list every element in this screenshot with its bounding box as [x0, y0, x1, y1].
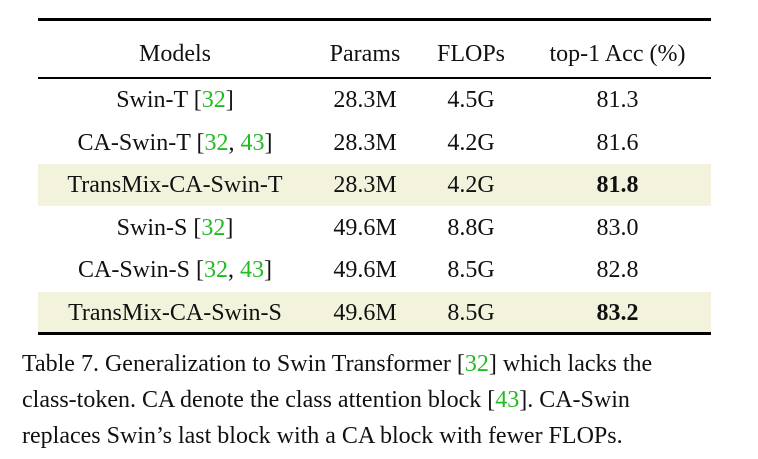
caption-text: replaces Swin’s last block with a CA blo… — [22, 423, 623, 449]
caption-text: class-token. CA denote the class attenti… — [22, 387, 496, 413]
header-flops: FLOPs — [436, 41, 506, 67]
citation-link[interactable]: 32 — [464, 351, 489, 377]
citation-link[interactable]: 43 — [240, 129, 265, 156]
params-cell: 49.6M — [333, 214, 397, 241]
params-cell: 28.3M — [333, 172, 397, 198]
model-name: CA-Swin-T — [77, 129, 191, 156]
acc-cell: 81.6 — [596, 129, 639, 156]
params-cell: 28.3M — [333, 129, 397, 156]
header-acc: top-1 Acc (%) — [549, 41, 686, 67]
flops-cell: 8.5G — [447, 299, 495, 326]
table-row: TransMix-CA-Swin-S 49.6M 8.5G 83.2 — [38, 291, 711, 334]
header-params: Params — [329, 41, 401, 67]
flops-cell: 4.2G — [447, 172, 495, 198]
table-header-row: Models Params FLOPs top-1 Acc (%) — [38, 33, 711, 75]
model-name-cell: TransMix-CA-Swin-S — [38, 292, 312, 334]
table-top-rule — [38, 18, 711, 21]
table-bottom-rule — [38, 332, 711, 335]
model-name: Swin-T — [116, 87, 188, 113]
citation-link[interactable]: 43 — [495, 387, 520, 413]
citation-link[interactable]: 43 — [240, 257, 265, 283]
flops-cell: 4.5G — [447, 87, 495, 113]
params-cell: 49.6M — [333, 257, 397, 283]
acc-cell: 83.0 — [596, 214, 639, 241]
model-name-cell: Swin-T [32] — [116, 87, 234, 113]
citation-link[interactable]: 32 — [204, 257, 229, 283]
citation-link[interactable]: 32 — [204, 129, 229, 156]
flops-cell: 4.2G — [447, 129, 495, 156]
params-cell: 49.6M — [333, 299, 397, 326]
model-name-cell: CA-Swin-T [32, 43] — [77, 129, 273, 156]
model-name: Swin-S — [116, 214, 188, 241]
params-cell: 28.3M — [333, 87, 397, 113]
model-name-cell: TransMix-CA-Swin-T — [38, 164, 312, 206]
table-row: Swin-T [32] 28.3M 4.5G 81.3 — [38, 79, 711, 121]
caption-text: ] which lacks the — [488, 351, 653, 377]
acc-cell: 82.8 — [596, 257, 639, 283]
model-name-cell: CA-Swin-S [32, 43] — [77, 257, 273, 283]
citation-link[interactable]: 32 — [201, 87, 226, 113]
caption-text: ]. CA-Swin — [519, 387, 630, 413]
caption-line-3: replaces Swin’s last block with a CA blo… — [22, 418, 742, 454]
flops-cell: 8.8G — [447, 214, 495, 241]
table-row: CA-Swin-T [32, 43] 28.3M 4.2G 81.6 — [38, 122, 711, 164]
acc-cell: 83.2 — [596, 299, 639, 326]
caption-line-1: Table 7. Generalization to Swin Transfor… — [22, 346, 742, 382]
header-models: Models — [139, 41, 211, 67]
acc-cell: 81.8 — [596, 172, 639, 198]
table-caption: Table 7. Generalization to Swin Transfor… — [22, 346, 742, 454]
caption-text: Table 7. Generalization to Swin Transfor… — [22, 351, 465, 377]
flops-cell: 8.5G — [447, 257, 495, 283]
model-name: TransMix-CA-Swin-T — [67, 172, 283, 198]
model-name-cell: Swin-S [32] — [116, 214, 234, 241]
caption-line-2: class-token. CA denote the class attenti… — [22, 382, 742, 418]
table-row: CA-Swin-S [32, 43] 49.6M 8.5G 82.8 — [38, 249, 711, 291]
table-row: TransMix-CA-Swin-T 28.3M 4.2G 81.8 — [38, 164, 711, 206]
model-name: TransMix-CA-Swin-S — [68, 299, 282, 326]
table-header-rule — [38, 77, 711, 79]
acc-cell: 81.3 — [596, 87, 639, 113]
table-row: Swin-S [32] 49.6M 8.8G 83.0 — [38, 207, 711, 249]
model-name: CA-Swin-S — [77, 257, 191, 283]
citation-link[interactable]: 32 — [201, 214, 226, 241]
